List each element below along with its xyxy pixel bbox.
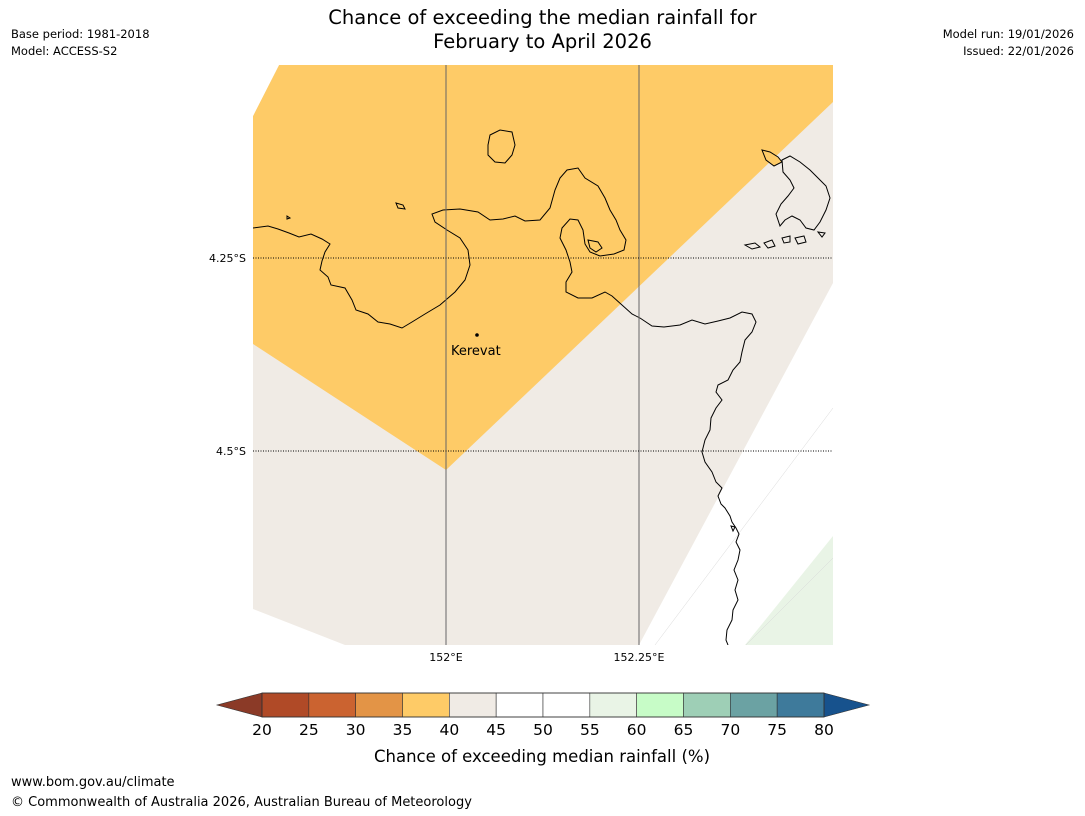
- place-marker: [475, 333, 479, 337]
- issued-date: Issued: 22/01/2026: [963, 44, 1074, 58]
- colorbar: 20 25 30 35 40 45 50 55 60 65 70 75 80: [215, 692, 871, 739]
- coastline-island: [487, 129, 516, 164]
- colorbar-swatch: [683, 692, 731, 718]
- coastline-islet: [743, 242, 762, 250]
- colorbar-swatch: [261, 692, 310, 718]
- colorbar-swatch: [730, 692, 778, 718]
- colorbar-tick-label: 20: [252, 721, 272, 739]
- lat-label: 4.5°S: [216, 445, 246, 458]
- coastline-islet: [761, 149, 783, 167]
- colorbar-tick-label: 60: [627, 721, 647, 739]
- band-35-40: [253, 65, 833, 470]
- no-data-bottom-left: [253, 609, 345, 645]
- coastline-islet: [395, 202, 406, 210]
- band-45-55: [639, 283, 833, 645]
- place-label: Kerevat: [451, 344, 501, 359]
- band-edge: [654, 407, 833, 645]
- colorbar-tick-label: 25: [299, 721, 319, 739]
- base-period: Base period: 1981-2018: [11, 27, 150, 41]
- colorbar-tick-label: 40: [439, 721, 459, 739]
- colorbar-swatch: [495, 692, 544, 718]
- title-line-1: Chance of exceeding the median rainfall …: [328, 6, 757, 29]
- no-data-top-left: [253, 65, 279, 116]
- lat-label: 4.25°S: [209, 252, 246, 265]
- band-edge: [745, 557, 833, 645]
- lon-label: 152.25°E: [614, 651, 665, 664]
- colorbar-swatch: [636, 692, 684, 718]
- colorbar-tick-label: 55: [580, 721, 600, 739]
- coastline-islet: [816, 231, 826, 238]
- meta-left: Base period: 1981-2018 Model: ACCESS-S2: [11, 26, 150, 60]
- coastline-main: [253, 167, 757, 645]
- model-run: Model run: 19/01/2026: [942, 27, 1074, 41]
- meta-right: Model run: 19/01/2026 Issued: 22/01/2026: [943, 26, 1074, 60]
- coastline: [253, 129, 831, 645]
- coastline-islet: [763, 239, 776, 249]
- colorbar-tick-label: 65: [674, 721, 694, 739]
- coastline-islet: [286, 215, 292, 220]
- colorbar-tick-label: 30: [346, 721, 366, 739]
- colorbar-swatch: [308, 692, 356, 718]
- model-name: Model: ACCESS-S2: [11, 44, 118, 58]
- map-area: [253, 65, 833, 645]
- colorbar-swatch: [776, 692, 825, 718]
- colorbar-tick-label: 50: [533, 721, 553, 739]
- footer-url[interactable]: www.bom.gov.au/climate: [11, 775, 175, 790]
- band-55-60: [745, 536, 833, 645]
- coastline-islet: [730, 525, 736, 533]
- title-line-2: February to April 2026: [433, 30, 652, 53]
- colorbar-swatch: [589, 692, 637, 718]
- colorbar-swatch: [449, 692, 497, 718]
- colorbar-tick-label: 45: [486, 721, 506, 739]
- colorbar-swatch: [355, 692, 403, 718]
- coastline-inlet: [587, 239, 603, 253]
- colorbar-under-arrow: [215, 692, 263, 718]
- footer-copyright: © Commonwealth of Australia 2026, Austra…: [11, 795, 472, 810]
- colorbar-tick-label: 75: [767, 721, 787, 739]
- colorbar-tick-label: 70: [720, 721, 740, 739]
- coastline-islet: [794, 235, 807, 245]
- colorbar-tick-label: 80: [814, 721, 834, 739]
- coastline-northeast: [775, 155, 831, 231]
- graticule: [253, 65, 833, 645]
- colorbar-swatch: [542, 692, 591, 718]
- colorbar-title: Chance of exceeding median rainfall (%): [374, 747, 710, 766]
- colorbar-outline: [261, 692, 825, 718]
- colorbar-swatch: [402, 692, 450, 718]
- coastline-islet: [781, 235, 791, 244]
- lon-label: 152°E: [429, 651, 462, 664]
- chart-title: Chance of exceeding the median rainfall …: [0, 6, 1085, 54]
- colorbar-tick-label: 35: [393, 721, 413, 739]
- colorbar-over-arrow: [823, 692, 871, 718]
